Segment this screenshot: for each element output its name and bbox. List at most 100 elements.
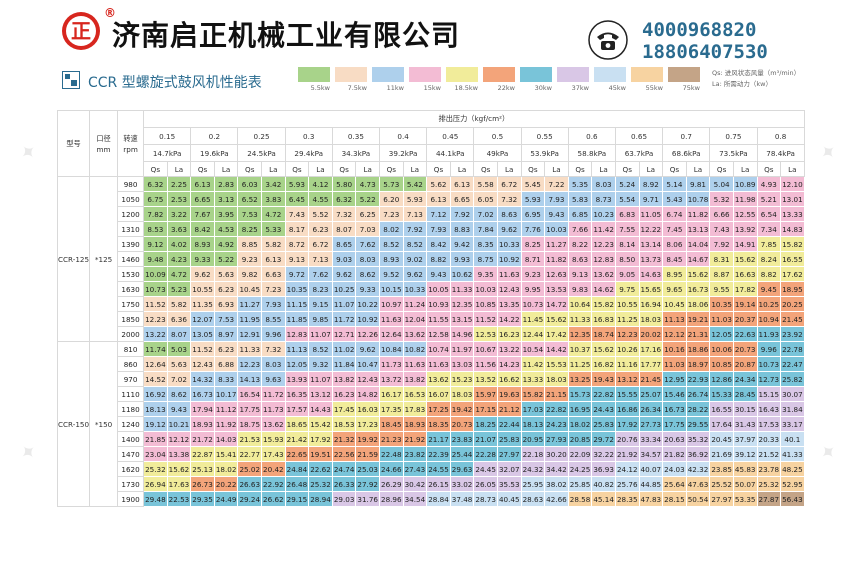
pressure-header: 0.55 bbox=[520, 127, 569, 145]
qs-cell: 10.84 bbox=[379, 341, 404, 357]
la-cell: 14.67 bbox=[685, 251, 711, 267]
la-cell: 12.83 bbox=[591, 251, 616, 267]
la-cell: 5.22 bbox=[355, 191, 380, 207]
rpm-cell: 1400 bbox=[117, 431, 145, 447]
la-cell: 40.1 bbox=[780, 431, 805, 447]
la-cell: 56.43 bbox=[780, 491, 805, 507]
rpm-cell: 1850 bbox=[117, 311, 145, 327]
qs-cell: 8.52 bbox=[379, 236, 404, 252]
la-cell: 17.82 bbox=[732, 281, 758, 297]
legend-item: 7.5kw bbox=[335, 67, 367, 97]
legend-item: 37kw bbox=[557, 67, 589, 97]
legend-swatch bbox=[335, 67, 367, 82]
kpa-header: 53.9kPa bbox=[520, 144, 569, 162]
qs-cell: 12.64 bbox=[143, 356, 168, 372]
bore-cell: *150 bbox=[89, 341, 119, 507]
qs-cell: 22.48 bbox=[379, 446, 404, 462]
table-row: 1200 7.82 3.22 7.67 3.95 7.53 4.72 7.43 5.52 7.32… bbox=[58, 206, 805, 222]
qs-cell: 19.12 bbox=[143, 416, 168, 432]
registered-mark: ® bbox=[104, 6, 116, 20]
qs-cell: 12.71 bbox=[331, 326, 357, 342]
qs-cell: 16.86 bbox=[614, 401, 640, 417]
la-cell: 16.23 bbox=[496, 326, 522, 342]
la-cell: 6.36 bbox=[166, 311, 192, 327]
qs-cell: 11.52 bbox=[190, 341, 215, 357]
legend-item: 15kw bbox=[409, 67, 441, 97]
la-cell: 6.72 bbox=[496, 176, 522, 192]
la-cell: 20.73 bbox=[449, 416, 475, 432]
kpa-header: 34.3kPa bbox=[331, 144, 381, 162]
qs-cell: 5.04 bbox=[709, 176, 734, 192]
qs-cell: 7.53 bbox=[237, 206, 263, 222]
la-cell: 6.63 bbox=[261, 266, 286, 282]
la-cell: 8.55 bbox=[261, 311, 286, 327]
qs-cell: 12.23 bbox=[614, 326, 640, 342]
qs-cell: 7.45 bbox=[662, 221, 687, 237]
qs-cell: 10.54 bbox=[520, 341, 546, 357]
table-row: 1730 26.94 17.63 26.73 20.22 26.63 22.92 26.48 2… bbox=[58, 476, 805, 492]
la-cell: 7.93 bbox=[544, 191, 569, 207]
la-cell: 5.82 bbox=[261, 236, 286, 252]
la-cell: 22.63 bbox=[732, 326, 758, 342]
qs-cell: 21.53 bbox=[237, 431, 263, 447]
la-cell: 5.22 bbox=[213, 251, 239, 267]
la-cell: 3.95 bbox=[213, 206, 239, 222]
la-cell: 7.13 bbox=[402, 206, 428, 222]
la-cell: 37.97 bbox=[732, 431, 758, 447]
la-cell: 8.92 bbox=[638, 176, 664, 192]
la-cell: 17.62 bbox=[780, 266, 805, 282]
la-cell: 15.82 bbox=[780, 236, 805, 252]
la-cell: 17.77 bbox=[638, 356, 664, 372]
la-cell: 13.92 bbox=[732, 221, 758, 237]
rpm-cell: 1530 bbox=[117, 266, 145, 282]
bore-cell: *125 bbox=[89, 176, 119, 342]
la-cell: 13.35 bbox=[496, 296, 522, 312]
qs-cell: 9.75 bbox=[614, 281, 640, 297]
qs-cell: 5.73 bbox=[379, 176, 404, 192]
la-cell: 11.63 bbox=[402, 356, 428, 372]
qs-cell: 8.14 bbox=[614, 236, 640, 252]
la-cell: 8.33 bbox=[213, 371, 239, 387]
qs-cell: 10.35 bbox=[709, 296, 734, 312]
legend-swatch bbox=[372, 67, 404, 82]
qs-cell: 17.75 bbox=[237, 401, 263, 417]
la-cell: 13.13 bbox=[685, 221, 711, 237]
rpm-cell: 1050 bbox=[117, 191, 145, 207]
qs-cell: 27.87 bbox=[756, 491, 782, 507]
qs-cell: 8.72 bbox=[284, 236, 310, 252]
la-cell: 21.15 bbox=[544, 386, 569, 402]
legend-label: 7.5kw bbox=[347, 84, 367, 92]
la-cell: 14.04 bbox=[685, 236, 711, 252]
qs-cell: 13.25 bbox=[567, 371, 593, 387]
qs-cell: 9.62 bbox=[190, 266, 215, 282]
legend-label: 45kw bbox=[608, 84, 626, 92]
qs-cell: 15.73 bbox=[567, 386, 593, 402]
la-cell: 16.82 bbox=[591, 356, 616, 372]
qs-cell: 24.66 bbox=[379, 461, 404, 477]
la-cell: 9.85 bbox=[308, 311, 333, 327]
la-cell: 12.43 bbox=[355, 371, 380, 387]
qs-cell: 10.67 bbox=[473, 341, 498, 357]
la-cell: 28.22 bbox=[685, 401, 711, 417]
qs-cell: 10.73 bbox=[520, 296, 546, 312]
qs-cell: 11.35 bbox=[190, 296, 215, 312]
la-cell: 27.73 bbox=[638, 416, 664, 432]
qs-cell: 6.52 bbox=[237, 191, 263, 207]
qs-cell: 6.05 bbox=[473, 191, 498, 207]
la-cell: 7.02 bbox=[166, 371, 192, 387]
kpa-header: 58.8kPa bbox=[567, 144, 616, 162]
la-cell: 7.03 bbox=[355, 221, 380, 237]
qs-cell: 22.65 bbox=[284, 446, 310, 462]
qs-cell: 25.13 bbox=[190, 461, 215, 477]
la-cell: 8.07 bbox=[166, 326, 192, 342]
qs-cell: 10.35 bbox=[284, 281, 310, 297]
la-cell: 3.63 bbox=[166, 221, 192, 237]
qs-header: Qs bbox=[237, 161, 263, 177]
qs-cell: 11.73 bbox=[379, 356, 404, 372]
qs-cell: 9.52 bbox=[379, 266, 404, 282]
qs-cell: 12.44 bbox=[520, 326, 546, 342]
la-cell: 8.62 bbox=[355, 266, 380, 282]
qs-header: Qs bbox=[143, 161, 168, 177]
la-header: La bbox=[213, 161, 239, 177]
la-cell: 11.73 bbox=[261, 401, 286, 417]
